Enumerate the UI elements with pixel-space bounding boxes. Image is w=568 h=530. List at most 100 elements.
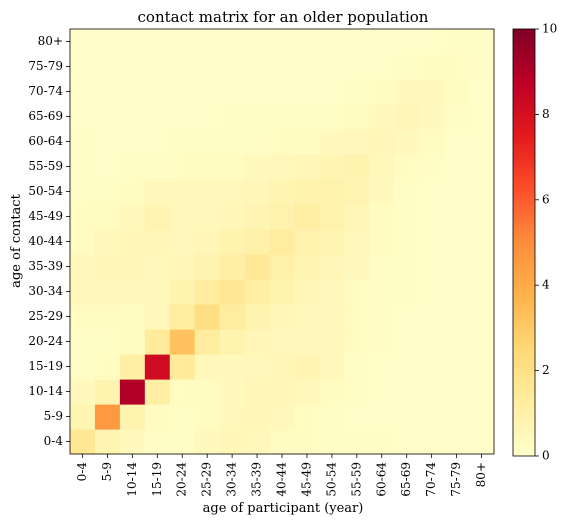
heatmap-cell <box>269 229 296 255</box>
heatmap-cell <box>70 429 96 455</box>
heatmap-cell <box>294 379 321 405</box>
colorbar-tick-label: 8 <box>542 107 550 121</box>
heatmap-cell <box>244 179 271 205</box>
heatmap-cell <box>444 154 470 180</box>
heatmap-cell <box>319 279 345 305</box>
heatmap-cell <box>369 29 395 55</box>
heatmap-cell <box>70 79 96 105</box>
heatmap-cell <box>119 129 146 155</box>
heatmap-cell <box>394 154 420 180</box>
heatmap-cell <box>344 279 370 305</box>
heatmap-cell <box>369 54 395 80</box>
heatmap-cell <box>94 279 121 305</box>
heatmap-cell <box>70 54 96 80</box>
heatmap-cell <box>319 129 345 155</box>
heatmap-cell <box>369 354 395 380</box>
x-tick-label: 45-49 <box>299 462 313 497</box>
heatmap-cell <box>119 29 146 55</box>
heatmap-cell <box>294 204 321 230</box>
heatmap-cell <box>144 154 171 180</box>
heatmap-cell <box>269 429 296 455</box>
heatmap-cell <box>419 429 445 455</box>
heatmap-cell <box>70 304 96 330</box>
heatmap-cell <box>344 54 370 80</box>
heatmap-cell <box>344 304 370 330</box>
heatmap-cell <box>119 229 146 255</box>
heatmap-cell <box>144 229 171 255</box>
heatmap-cell <box>369 79 395 105</box>
heatmap-cell <box>94 229 121 255</box>
heatmap-cell <box>144 254 171 280</box>
heatmap-cell <box>469 104 495 130</box>
x-tick-label: 60-64 <box>374 462 388 497</box>
heatmap-cell <box>194 179 221 205</box>
heatmap-cell <box>319 54 345 80</box>
heatmap-cell <box>469 404 495 430</box>
colorbar-tick-label: 4 <box>542 278 550 292</box>
heatmap-cell <box>369 154 395 180</box>
x-tick-label: 80+ <box>474 462 488 487</box>
heatmap-cell <box>444 254 470 280</box>
heatmap-cell <box>344 354 370 380</box>
heatmap-cell <box>70 204 96 230</box>
colorbar: 0 2 4 6 8 10 <box>512 22 557 463</box>
heatmap-cell <box>269 29 296 55</box>
y-axis-label: age of contact <box>9 193 24 287</box>
heatmap-cell <box>444 129 470 155</box>
heatmap-cell <box>269 79 296 105</box>
heatmap-cell <box>94 129 121 155</box>
heatmap-cell <box>219 329 246 355</box>
heatmap-cell <box>244 154 271 180</box>
heatmap-cell <box>444 229 470 255</box>
heatmap-cell <box>144 104 171 130</box>
heatmap-cell <box>469 329 495 355</box>
heatmap-cell <box>144 129 171 155</box>
heatmap-cell <box>169 429 196 455</box>
heatmap-cell <box>219 429 246 455</box>
y-tick-label: 65-69 <box>28 109 63 123</box>
heatmap-cell <box>469 204 495 230</box>
heatmap-cell <box>119 154 146 180</box>
heatmap-cell <box>294 79 321 105</box>
heatmap-cell <box>144 279 171 305</box>
heatmap-cell <box>394 429 420 455</box>
heatmap-cell <box>319 154 345 180</box>
heatmap-cell <box>144 379 171 405</box>
heatmap-cell <box>444 429 470 455</box>
heatmap-cell <box>419 29 445 55</box>
heatmap-cell <box>444 79 470 105</box>
heatmap-cell <box>244 304 271 330</box>
y-tick-label: 75-79 <box>28 59 63 73</box>
heatmap-cell <box>119 179 146 205</box>
heatmap-cell <box>70 354 96 380</box>
heatmap-cell <box>269 404 296 430</box>
heatmap-cell <box>194 154 221 180</box>
heatmap-cell <box>219 279 246 305</box>
heatmap-cell <box>244 104 271 130</box>
chart-title: contact matrix for an older population <box>138 8 429 26</box>
heatmap-cell <box>469 229 495 255</box>
heatmap-cell <box>144 404 171 430</box>
heatmap-cell <box>394 229 420 255</box>
y-tick-label: 35-39 <box>28 259 63 273</box>
heatmap-cell <box>419 204 445 230</box>
heatmap-cell <box>319 404 345 430</box>
heatmap-cell <box>444 204 470 230</box>
heatmap-cell <box>70 179 96 205</box>
heatmap-cell <box>169 129 196 155</box>
colorbar-tick-label: 10 <box>542 22 557 36</box>
y-tick-label: 55-59 <box>28 159 63 173</box>
heatmap-cell <box>444 329 470 355</box>
heatmap-cell <box>369 279 395 305</box>
heatmap-cell <box>319 29 345 55</box>
heatmap-cell <box>219 54 246 80</box>
heatmap-cell <box>244 29 271 55</box>
heatmap-cell <box>419 179 445 205</box>
heatmap-cell <box>394 354 420 380</box>
heatmap-cell <box>194 279 221 305</box>
heatmap-cell <box>194 304 221 330</box>
heatmap-cell <box>319 379 345 405</box>
heatmap-cell <box>94 79 121 105</box>
heatmap-cell <box>269 254 296 280</box>
x-tick-label: 25-29 <box>200 462 214 497</box>
